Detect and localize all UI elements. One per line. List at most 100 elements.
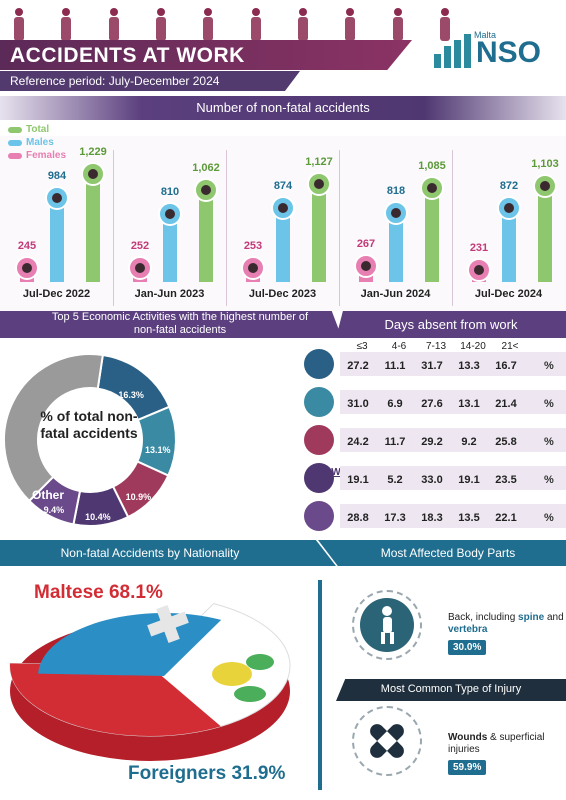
days-value: 13.5 (458, 512, 480, 524)
pie-slice-maltese-red (10, 663, 221, 736)
reference-period: Reference period: July-December 2024 (10, 74, 220, 88)
car-gear-icon (304, 463, 334, 493)
bar-value-total: 1,127 (305, 155, 333, 168)
bar-total (425, 177, 439, 282)
bar-value-total: 1,229 (79, 146, 107, 158)
days-value: 31.0 (347, 398, 369, 410)
injury-value: 59.9% (448, 760, 487, 775)
days-row: Manufacturing27.211.131.713.316.7% (190, 349, 566, 381)
percent-unit: % (544, 512, 554, 524)
period-label: Jan-Jun 2023 (134, 288, 205, 300)
days-value: 18.3 (421, 512, 443, 524)
wheelchair-icon (197, 8, 219, 42)
injury-text-b: & superficial injuries (448, 732, 545, 755)
donut-segment-label: 16.3% (118, 389, 144, 400)
bar-value-females: 253 (243, 239, 263, 252)
period-label: Jul-Dec 2023 (248, 288, 317, 300)
nationality-section-header (0, 540, 336, 566)
economic-section-header (0, 311, 342, 338)
days-value: 19.1 (458, 474, 480, 486)
accidents-section-header (0, 96, 566, 120)
bar-value-total: 1,103 (531, 158, 559, 171)
bar-value-males: 810 (160, 186, 180, 199)
males-avatar-icon (271, 196, 295, 221)
worker-icon (339, 8, 361, 42)
accidents-section-title: Number of non-fatal accidents (196, 100, 370, 115)
males-avatar-icon (497, 196, 521, 221)
donut-segment (3, 353, 104, 503)
bar-value-males: 874 (273, 180, 293, 193)
percent-unit: % (544, 436, 554, 448)
body-parts-text: Back, including spine and vertebra (448, 612, 564, 636)
body-parts-section-header (318, 540, 566, 566)
body-parts-ring (352, 590, 422, 660)
period-divider (452, 150, 453, 306)
days-column-header: 4-6 (391, 341, 407, 352)
worker-icon (245, 8, 267, 42)
malta-cross-icon (147, 605, 189, 643)
donut-chart (3, 353, 177, 527)
bricks-icon (304, 387, 334, 417)
nso-logo: Malta NSO (434, 28, 560, 72)
total-avatar-icon (81, 162, 105, 186)
days-value: 5.2 (387, 474, 403, 486)
days-value: 17.3 (384, 512, 406, 524)
bar-value-females: 245 (17, 240, 37, 253)
walking-worker-icon (150, 8, 172, 42)
females-avatar-icon (128, 255, 152, 280)
males-avatar-icon (45, 185, 69, 210)
days-row: Transport & Storage28.817.318.313.522.1% (190, 501, 566, 533)
total-avatar-icon (307, 171, 331, 196)
days-value: 29.2 (421, 436, 443, 448)
walking-worker-icon (387, 8, 409, 42)
period-label: Jan-Jun 2024 (360, 288, 431, 300)
days-value: 24.2 (347, 436, 369, 448)
days-section-title: Days absent from work (384, 317, 518, 332)
world-map-icon (212, 654, 274, 702)
days-value: 16.7 (495, 360, 517, 372)
days-section-header (336, 311, 566, 338)
injury-wounds: Wounds (448, 732, 488, 743)
robot-arm-icon (304, 349, 334, 379)
body-parts-spine: spine (518, 612, 545, 623)
females-avatar-icon (15, 256, 39, 281)
days-column-header: ≤3 (356, 341, 368, 352)
body-parts-vertebra: vertebra (448, 624, 488, 635)
days-value: 13.3 (458, 360, 480, 372)
percent-unit: % (544, 474, 554, 486)
period-label: Jul-Dec 2022 (22, 288, 91, 300)
walking-back-pain-icon (360, 598, 414, 652)
donut-segment-label: 10.9% (125, 491, 152, 502)
donut-center-label: % of total non-fatal accidents (40, 408, 138, 441)
bar-total (86, 164, 100, 282)
donut-other-label: Other (32, 488, 65, 502)
truck-icon (304, 501, 334, 531)
injury-section-title: Most Common Type of Injury (380, 683, 522, 695)
bar-total (312, 173, 326, 282)
worker-crutch-icon (292, 8, 314, 42)
economic-section-title: Top 5 Economic Activities with the highe… (51, 311, 309, 336)
days-value: 6.9 (387, 398, 403, 410)
males-avatar-icon (384, 201, 408, 226)
percent-unit: % (544, 398, 554, 410)
donut-segment-label: 13.1% (144, 445, 171, 456)
period-divider (339, 150, 340, 306)
body-parts-text-c: and (544, 612, 564, 623)
nationality-pie (9, 603, 291, 761)
days-column-header: 14-20 (460, 341, 486, 352)
bandage-icon (360, 714, 414, 768)
bar-total (538, 176, 552, 282)
bar-males (50, 187, 64, 282)
period-label: Jul-Dec 2024 (474, 288, 543, 300)
body-parts-section-title: Most Affected Body Parts (380, 546, 516, 560)
legend-males: Males (26, 137, 54, 148)
days-value: 22.1 (495, 512, 517, 524)
days-value: 25.8 (495, 436, 517, 448)
bar-value-total: 1,085 (418, 159, 446, 172)
pictogram-row (8, 8, 456, 42)
reference-bar (0, 71, 300, 91)
days-cells: 31.0 6.9 27.6 13.1 21.4% (340, 390, 566, 414)
right-panel-divider (318, 580, 322, 790)
economic-donut: % of total non-fatal accidents (0, 350, 180, 530)
total-avatar-icon (533, 174, 557, 199)
